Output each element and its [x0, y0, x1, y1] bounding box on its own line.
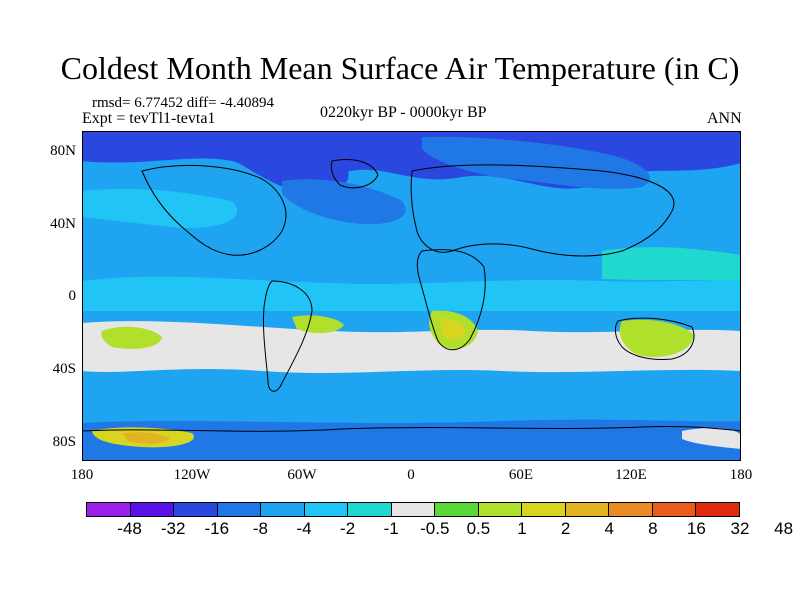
- colorbar-swatch: [478, 503, 523, 516]
- colorbar-swatch: [652, 503, 697, 516]
- colorbar-label: -16: [204, 519, 230, 538]
- coastlines: [82, 159, 741, 432]
- x-tick-180w: 180: [70, 467, 94, 483]
- y-tick-80n: 80N: [50, 143, 76, 159]
- greenland-coast: [330, 159, 379, 189]
- antarctica-coast: [82, 425, 741, 432]
- colorbar-swatch: [391, 503, 436, 516]
- colorbar-label: 8: [648, 519, 658, 538]
- experiment-label: Expt = tevTl1-tevta1: [82, 110, 216, 127]
- period-label: 0220kyr BP - 0000kyr BP: [320, 104, 487, 121]
- colorbar-label: -32: [160, 519, 186, 538]
- antarctic-warm-core: [122, 432, 170, 444]
- colorbar-swatch: [348, 503, 392, 516]
- eurasia-coast: [410, 164, 675, 257]
- y-tick-40s: 40S: [52, 361, 76, 377]
- colorbar-label: 1: [517, 519, 527, 538]
- north-america-coast: [141, 165, 287, 256]
- australia-coast: [614, 317, 695, 360]
- antarctic-cold: [82, 419, 741, 461]
- x-tick-120w: 120W: [173, 467, 211, 483]
- colorbar-swatch: [609, 503, 653, 516]
- siberia-cold: [422, 136, 650, 189]
- x-tick-180e: 180: [729, 467, 753, 483]
- colorbar-swatch: [565, 503, 610, 516]
- colorbar-label: -0.5: [420, 519, 450, 538]
- x-tick-120e: 120E: [615, 467, 647, 483]
- x-tick-0: 0: [407, 467, 415, 483]
- north-pacific-band: [82, 188, 238, 228]
- y-tick-80s: 80S: [52, 434, 76, 450]
- africa-warm-core: [440, 318, 466, 340]
- colorbar-label: 48: [774, 519, 794, 538]
- colorbar-swatch: [174, 503, 218, 516]
- colorbar-swatch: [696, 503, 739, 516]
- colorbar-swatch: [87, 503, 131, 516]
- stats-label: rmsd= 6.77452 diff= -4.40894: [92, 95, 275, 111]
- north-atlantic-cold: [282, 179, 406, 225]
- colorbar: [86, 502, 740, 517]
- southern-neutral-band: [82, 321, 741, 373]
- colorbar-label: -2: [340, 519, 356, 538]
- x-tick-60w: 60W: [287, 467, 317, 483]
- south-pacific-warm: [101, 326, 162, 349]
- colorbar-label: 16: [686, 519, 706, 538]
- southern-ocean-band: [82, 381, 741, 423]
- temperature-map: [82, 131, 741, 461]
- colorbar-swatch: [217, 503, 262, 516]
- colorbar-label: -8: [252, 519, 268, 538]
- y-tick-40n: 40N: [50, 216, 76, 232]
- antarctic-east-patch: [682, 428, 741, 449]
- south-atlantic-warm: [292, 315, 344, 334]
- colorbar-label: 0.5: [466, 519, 491, 538]
- colorbar-label: -48: [117, 519, 142, 538]
- colorbar-label: -1: [383, 519, 399, 538]
- colorbar-swatch: [435, 503, 479, 516]
- y-tick-0: 0: [68, 288, 77, 304]
- colorbar-swatch: [261, 503, 305, 516]
- colorbar-label: 2: [560, 519, 571, 538]
- colorbar-swatch: [304, 503, 349, 516]
- tropics-east: [602, 247, 741, 281]
- africa-coast: [416, 249, 486, 351]
- map-frame: [82, 131, 741, 461]
- chart-title: Coldest Month Mean Surface Air Temperatu…: [60, 50, 740, 86]
- x-tick-60e: 60E: [508, 467, 534, 483]
- colorbar-swatch: [522, 503, 566, 516]
- south-america-coast: [262, 280, 313, 392]
- colorbar-label: -4: [296, 519, 312, 538]
- australia-warm: [619, 319, 694, 357]
- colorbar-label: 32: [730, 519, 750, 538]
- colorbar-label: 4: [604, 519, 614, 538]
- colorbar-swatch: [130, 503, 175, 516]
- equatorial-band: [82, 276, 741, 311]
- season-label: ANN: [707, 110, 742, 127]
